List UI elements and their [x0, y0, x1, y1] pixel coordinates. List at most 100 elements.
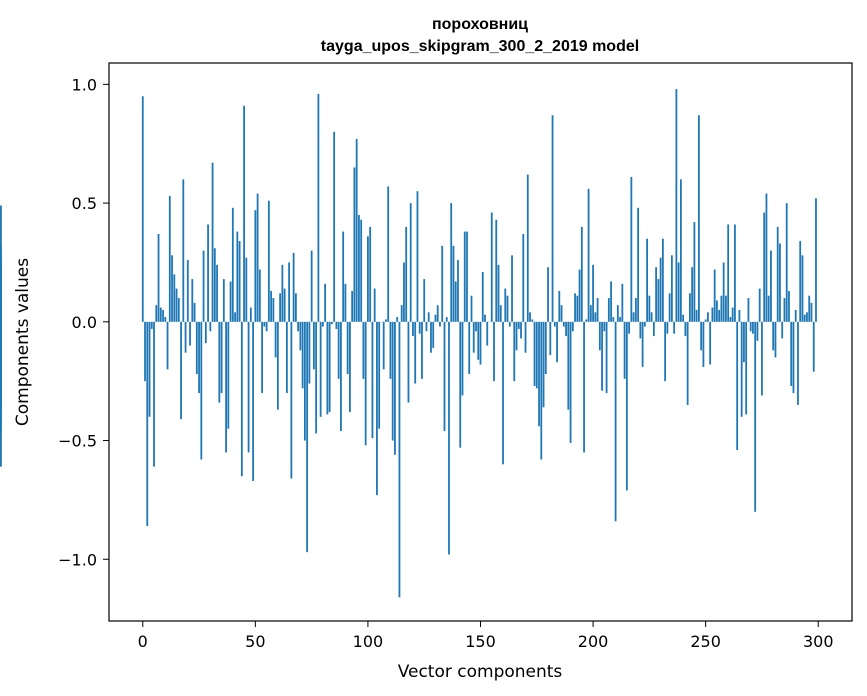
bar-101: [369, 226, 372, 322]
bar-48: [249, 307, 252, 322]
bar-250: [704, 319, 707, 322]
bar-268: [745, 321, 748, 415]
bar-194: [578, 269, 581, 322]
bar-80: [321, 321, 324, 327]
bar-212: [619, 317, 621, 322]
bar-149: [477, 321, 480, 360]
bar-258: [722, 262, 725, 322]
bar-81: [324, 283, 327, 322]
x-tick-label-4: 200: [578, 632, 609, 651]
bar-74: [308, 321, 311, 384]
bar-244: [691, 267, 694, 322]
x-tick-label-1: 50: [245, 632, 265, 651]
bar-178: [542, 321, 545, 408]
bar-233: [666, 321, 669, 334]
bar-38: [227, 321, 230, 429]
bar-213: [621, 283, 624, 322]
bar-192: [574, 293, 576, 322]
bar-224: [646, 238, 649, 322]
bar-115: [400, 305, 403, 322]
bar-68: [294, 293, 297, 322]
bar-205: [603, 321, 606, 332]
bar-241: [684, 321, 687, 337]
bar-229: [657, 279, 660, 322]
bar-190: [569, 321, 572, 443]
bar-128: [430, 321, 432, 353]
bar-297: [810, 302, 813, 322]
bar-129: [432, 321, 435, 348]
bar-31: [211, 162, 214, 322]
bar-90: [344, 283, 347, 322]
bar-264: [736, 321, 739, 451]
bar-245: [693, 222, 696, 322]
bar-158: [497, 264, 500, 322]
bar-148: [475, 321, 477, 332]
bar-120: [412, 321, 414, 337]
bar-99: [364, 321, 367, 446]
bar-257: [720, 295, 723, 322]
bar-22: [191, 279, 194, 322]
bar-94: [353, 167, 356, 322]
bar-282: [776, 226, 779, 322]
bar-299: [815, 198, 817, 322]
bar-46: [245, 257, 248, 322]
bar-28: [204, 321, 207, 344]
bar-153: [486, 321, 489, 346]
bar-57: [270, 290, 273, 322]
bar-24: [195, 321, 198, 375]
bar-214: [623, 321, 626, 379]
bar-96: [358, 214, 360, 322]
bar-221: [639, 321, 642, 339]
bar-7: [157, 233, 160, 322]
bar-189: [567, 321, 570, 410]
bar-122: [416, 191, 419, 322]
bar-13: [171, 255, 173, 322]
bar-271: [752, 321, 754, 334]
bar-265: [738, 309, 741, 322]
bar-227: [652, 321, 655, 337]
bar-204: [601, 321, 603, 391]
bar-132: [439, 321, 441, 327]
bar-71: [301, 321, 304, 389]
bar-280: [772, 321, 775, 351]
bar-107: [382, 321, 385, 370]
bar-79: [319, 321, 322, 417]
bar-147: [472, 321, 475, 353]
bar-215: [625, 321, 628, 491]
bar-225: [648, 295, 651, 322]
bar-239: [679, 179, 682, 322]
bar-177: [540, 321, 543, 460]
bar-18: [182, 179, 185, 322]
bar-272: [754, 321, 757, 512]
bar-77: [315, 321, 318, 434]
bar-176: [538, 321, 540, 427]
bar-181: [549, 321, 552, 356]
bar-296: [808, 295, 811, 322]
bar-33: [216, 264, 218, 322]
bar-270: [749, 321, 752, 332]
bar-219: [634, 298, 637, 322]
bar-17: [180, 321, 182, 420]
bar-93: [351, 290, 354, 322]
bar-121: [414, 321, 417, 384]
bar-91: [346, 321, 349, 375]
x-tick-label-5: 250: [690, 632, 721, 651]
bar-159: [499, 305, 502, 322]
bar-34: [218, 321, 221, 403]
bar-142: [461, 321, 464, 396]
bar-3: [148, 321, 151, 417]
bar-37: [225, 321, 227, 453]
bar-249: [702, 321, 705, 367]
bar-230: [659, 257, 662, 322]
bar-125: [423, 279, 426, 322]
bar-27: [202, 250, 205, 322]
bar-20: [186, 260, 189, 322]
bar-243: [688, 293, 691, 322]
bar-291: [797, 321, 799, 405]
bar-67: [292, 252, 295, 322]
bar-222: [641, 321, 644, 367]
x-tick-label-3: 150: [465, 632, 496, 651]
bar-170: [524, 321, 527, 353]
bar-167: [517, 321, 520, 329]
bar-295: [806, 312, 808, 322]
